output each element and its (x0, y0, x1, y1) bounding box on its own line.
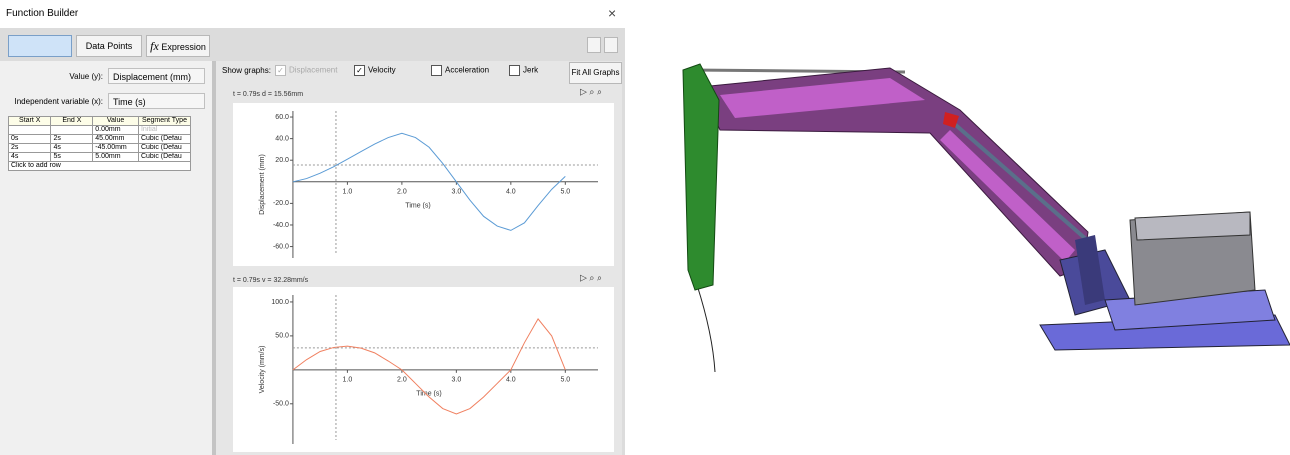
x-tick-label: 4.0 (506, 189, 516, 196)
y-tick-label: -60.0 (273, 243, 289, 250)
x-tick-label: 3.0 (451, 189, 461, 196)
x-tick-label: 1.0 (343, 189, 353, 196)
y-tick-label: -50.0 (273, 401, 289, 408)
box-top (1135, 212, 1250, 240)
x-tick-label: 5.0 (560, 377, 570, 384)
y-tick-label: 100.0 (271, 299, 289, 306)
x-axis-label: Time (s) (405, 203, 430, 210)
plots: t = 0.79s d = 15.56mm ▷ ⌕ ⌕ 60.0 40.0 20.0 -2… (0, 0, 625, 455)
x-tick-label: 2.0 (397, 189, 407, 196)
y-axis-label: Velocity (mm/s) (259, 346, 266, 394)
y-tick-label: -40.0 (273, 222, 289, 229)
readout: t = 0.79s d = 15.56mm (233, 91, 303, 98)
arm (683, 64, 719, 290)
x-tick-label: 2.0 (397, 377, 407, 384)
model-view (625, 0, 1290, 455)
x-tick-label: 4.0 (506, 377, 516, 384)
y-axis-label: Displacement (mm) (259, 154, 266, 215)
y-tick-label: 40.0 (275, 135, 289, 142)
y-tick-label: 60.0 (275, 114, 289, 121)
y-tick-label: 50.0 (275, 333, 289, 340)
readout: t = 0.79s v = 32.28mm/s (233, 277, 309, 284)
x-tick-label: 1.0 (343, 377, 353, 384)
page: Function Builder × Data Points fx Expres… (0, 0, 1290, 455)
cable (697, 285, 715, 372)
zoom-tools: ▷ ⌕ ⌕ (580, 86, 602, 96)
y-tick-label: -20.0 (273, 200, 289, 207)
x-tick-label: 5.0 (560, 189, 570, 196)
boom-face (940, 130, 1075, 262)
zoom-tools: ▷ ⌕ ⌕ (580, 272, 602, 282)
x-tick-label: 3.0 (451, 377, 461, 384)
y-tick-label: 20.0 (275, 157, 289, 164)
